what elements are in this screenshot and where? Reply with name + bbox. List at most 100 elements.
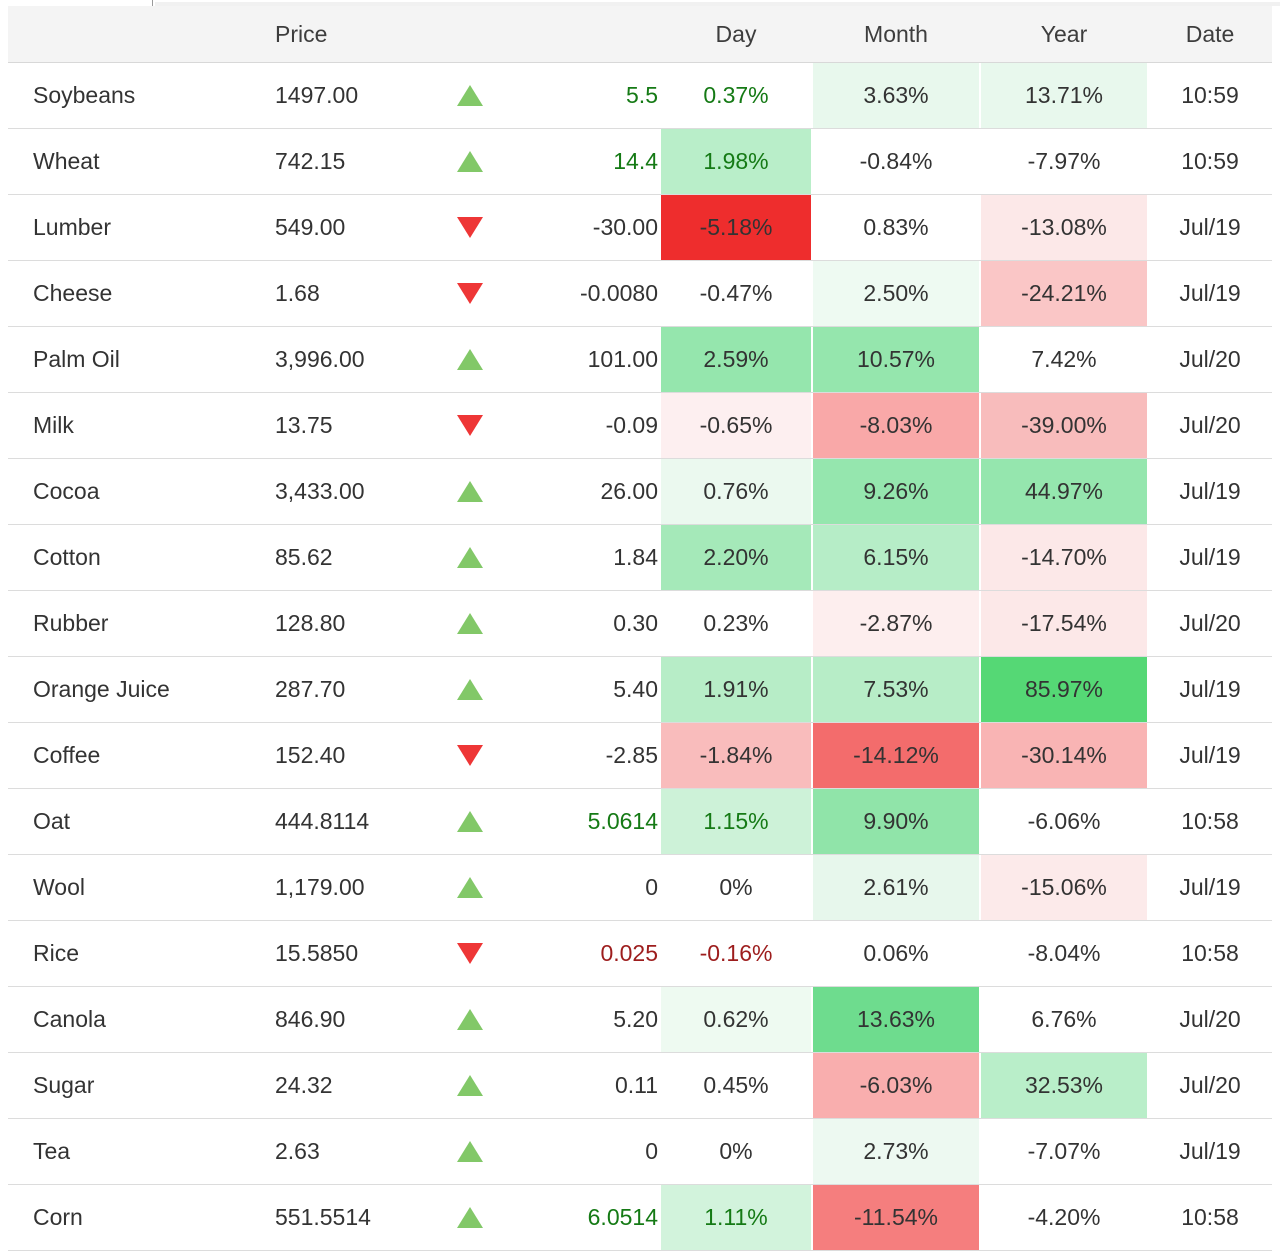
up-arrow-icon — [457, 811, 483, 832]
table-row: Sugar 24.32 0.11 0.45% -6.03% 32.53% Jul… — [8, 1053, 1272, 1119]
up-arrow-icon — [457, 1207, 483, 1228]
year-percent: 6.76% — [1031, 1006, 1097, 1032]
change-value: -2.85 — [605, 742, 658, 768]
down-arrow-icon — [457, 943, 483, 964]
month-percent: 10.57% — [813, 327, 979, 392]
price-value: 3,433.00 — [275, 478, 365, 504]
date-value: 10:58 — [1181, 1204, 1239, 1230]
year-percent: -6.06% — [1027, 808, 1101, 834]
year-percent: -30.14% — [981, 723, 1147, 788]
browser-tab-remnant — [0, 0, 1280, 6]
month-percent: 9.90% — [813, 789, 979, 854]
commodity-name-link[interactable]: Canola — [33, 1006, 106, 1032]
commodity-name-link[interactable]: Soybeans — [33, 82, 136, 108]
price-value: 24.32 — [275, 1072, 333, 1098]
direction-arrow-cell — [420, 921, 520, 986]
day-percent: 0.76% — [661, 459, 811, 524]
price-value: 742.15 — [275, 148, 346, 174]
table-body: Soybeans 1497.00 5.5 0.37% 3.63% 13.71% … — [8, 63, 1272, 1251]
date-value: Jul/20 — [1179, 412, 1241, 438]
price-value: 1.68 — [275, 280, 320, 306]
day-percent: 2.20% — [661, 525, 811, 590]
month-percent: 6.15% — [813, 525, 979, 590]
direction-arrow-cell — [420, 327, 520, 392]
commodity-name-link[interactable]: Palm Oil — [33, 346, 120, 372]
price-value: 551.5514 — [275, 1204, 371, 1230]
change-value: -30.00 — [592, 214, 658, 240]
up-arrow-icon — [457, 349, 483, 370]
direction-arrow-cell — [420, 1119, 520, 1184]
day-percent: -1.84% — [661, 723, 811, 788]
table-row: Rice 15.5850 0.025 -0.16% 0.06% -8.04% 1… — [8, 921, 1272, 987]
commodity-name-link[interactable]: Lumber — [33, 214, 111, 240]
direction-arrow-cell — [420, 459, 520, 524]
year-percent: -7.97% — [1027, 148, 1101, 174]
month-percent: -14.12% — [813, 723, 979, 788]
down-arrow-icon — [457, 217, 483, 238]
commodity-name-link[interactable]: Tea — [33, 1138, 71, 1164]
year-percent: -15.06% — [981, 855, 1147, 920]
day-percent: 2.59% — [661, 327, 811, 392]
table-row: Canola 846.90 5.20 0.62% 13.63% 6.76% Ju… — [8, 987, 1272, 1053]
commodity-name-link[interactable]: Corn — [33, 1204, 83, 1230]
up-arrow-icon — [457, 1009, 483, 1030]
month-percent: 13.63% — [813, 987, 979, 1052]
change-value: 0 — [645, 1138, 658, 1164]
price-value: 128.80 — [275, 610, 346, 636]
table-row: Tea 2.63 0 0% 2.73% -7.07% Jul/19 — [8, 1119, 1272, 1185]
date-value: Jul/19 — [1179, 742, 1241, 768]
year-percent: -39.00% — [981, 393, 1147, 458]
month-percent: -8.03% — [813, 393, 979, 458]
year-percent: 13.71% — [981, 63, 1147, 128]
commodity-name-link[interactable]: Cocoa — [33, 478, 100, 504]
up-arrow-icon — [457, 547, 483, 568]
commodity-name-link[interactable]: Wool — [33, 874, 85, 900]
commodity-name-link[interactable]: Milk — [33, 412, 74, 438]
day-percent: 1.15% — [661, 789, 811, 854]
commodity-name-link[interactable]: Rubber — [33, 610, 109, 636]
commodity-name-link[interactable]: Cheese — [33, 280, 113, 306]
direction-arrow-cell — [420, 195, 520, 260]
date-value: Jul/19 — [1179, 874, 1241, 900]
change-value: 0 — [645, 874, 658, 900]
price-value: 287.70 — [275, 676, 346, 702]
direction-arrow-cell — [420, 393, 520, 458]
month-percent: 0.83% — [863, 214, 929, 240]
year-percent: -13.08% — [981, 195, 1147, 260]
table-row: Cocoa 3,433.00 26.00 0.76% 9.26% 44.97% … — [8, 459, 1272, 525]
month-percent: 2.50% — [813, 261, 979, 326]
table-row: Corn 551.5514 6.0514 1.11% -11.54% -4.20… — [8, 1185, 1272, 1251]
direction-arrow-cell — [420, 261, 520, 326]
up-arrow-icon — [457, 877, 483, 898]
commodity-name-link[interactable]: Oat — [33, 808, 71, 834]
up-arrow-icon — [457, 679, 483, 700]
table-row: Wool 1,179.00 0 0% 2.61% -15.06% Jul/19 — [8, 855, 1272, 921]
commodity-name-link[interactable]: Sugar — [33, 1072, 95, 1098]
header-price: Price — [275, 20, 328, 47]
date-value: Jul/20 — [1179, 1072, 1241, 1098]
direction-arrow-cell — [420, 855, 520, 920]
year-percent: -24.21% — [981, 261, 1147, 326]
month-percent: -11.54% — [813, 1185, 979, 1250]
table-row: Cotton 85.62 1.84 2.20% 6.15% -14.70% Ju… — [8, 525, 1272, 591]
date-value: Jul/19 — [1179, 478, 1241, 504]
commodity-name-link[interactable]: Cotton — [33, 544, 101, 570]
direction-arrow-cell — [420, 525, 520, 590]
price-value: 13.75 — [275, 412, 333, 438]
table-row: Soybeans 1497.00 5.5 0.37% 3.63% 13.71% … — [8, 63, 1272, 129]
commodity-name-link[interactable]: Rice — [33, 940, 80, 966]
change-value: 1.84 — [613, 544, 658, 570]
up-arrow-icon — [457, 151, 483, 172]
day-percent: 0% — [719, 874, 753, 900]
direction-arrow-cell — [420, 723, 520, 788]
tab-bar-shade — [155, 2, 1280, 6]
commodity-name-link[interactable]: Wheat — [33, 148, 100, 174]
direction-arrow-cell — [420, 129, 520, 194]
commodity-name-link[interactable]: Orange Juice — [33, 676, 170, 702]
header-date: Date — [1185, 20, 1235, 47]
year-percent: -4.20% — [1027, 1204, 1101, 1230]
direction-arrow-cell — [420, 987, 520, 1052]
year-percent: 32.53% — [981, 1053, 1147, 1118]
commodity-name-link[interactable]: Coffee — [33, 742, 101, 768]
day-percent: 1.11% — [661, 1185, 811, 1250]
